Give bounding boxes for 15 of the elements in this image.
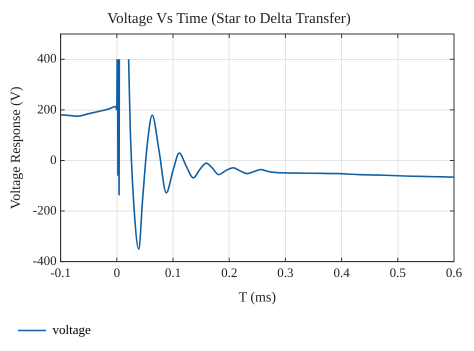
y-tick-label: 400 [37,50,57,66]
y-axis-title: Voltage Response (V) [9,86,24,210]
y-tick-label: 0 [50,152,57,167]
x-tick-label: 0.5 [390,264,406,280]
x-tick-label: 0.4 [333,264,350,280]
x-tick-label: 0.3 [277,264,294,280]
x-tick-label: 0.6 [446,264,463,280]
y-tick-label: 200 [37,101,57,116]
x-tick-label: 0.2 [221,264,238,280]
legend-label: voltage [52,322,91,337]
y-tick-label: -200 [32,202,57,218]
chart-title: Voltage Vs Time (Star to Delta Transfer) [107,10,351,27]
x-tick-label: 0 [114,264,120,280]
x-tick-label: 0.1 [164,264,182,280]
x-axis-title: T (ms) [238,290,276,306]
